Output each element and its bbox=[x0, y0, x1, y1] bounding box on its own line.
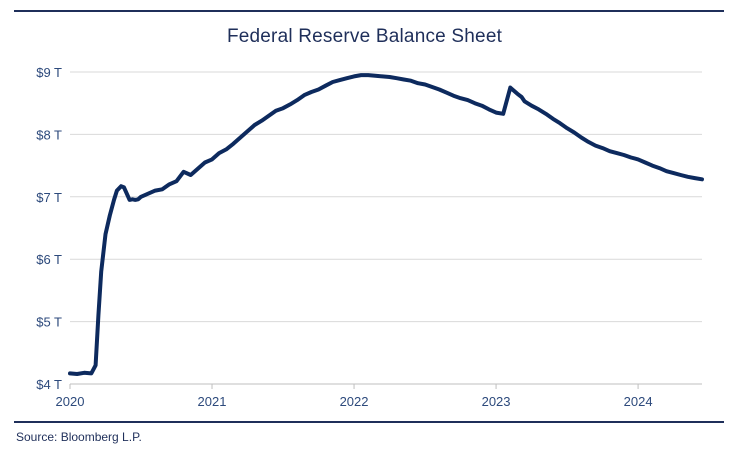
x-axis-ticks: 2020 2021 2022 2023 2024 bbox=[56, 384, 653, 409]
y-tick-label: $9 T bbox=[36, 65, 62, 80]
y-tick-label: $7 T bbox=[36, 190, 62, 205]
source-note: Source: Bloomberg L.P. bbox=[16, 430, 142, 444]
y-tick-label: $4 T bbox=[36, 377, 62, 392]
chart-title: Federal Reserve Balance Sheet bbox=[226, 26, 503, 47]
gridlines bbox=[70, 71, 702, 323]
y-tick-label: $6 T bbox=[36, 252, 62, 267]
top-rule bbox=[14, 10, 724, 12]
x-tick-label: 2022 bbox=[340, 394, 369, 409]
bottom-rule bbox=[14, 421, 724, 423]
y-tick-label: $8 T bbox=[36, 127, 62, 142]
x-tick-label: 2021 bbox=[198, 394, 227, 409]
x-tick-label: 2023 bbox=[482, 394, 511, 409]
balance-sheet-line bbox=[68, 73, 704, 376]
x-tick-label: 2020 bbox=[56, 394, 85, 409]
x-tick-label: 2024 bbox=[624, 394, 653, 409]
y-axis-ticks: $4 T $5 T $6 T $7 T $8 T $9 T bbox=[36, 65, 62, 392]
y-tick-label: $5 T bbox=[36, 315, 62, 330]
